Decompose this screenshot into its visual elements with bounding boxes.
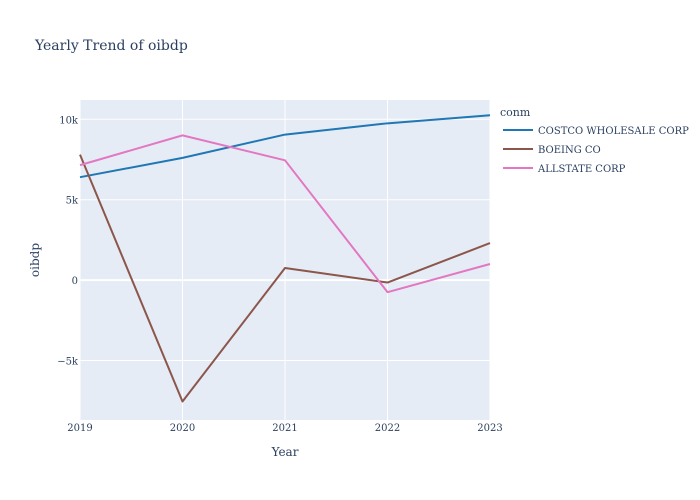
x-tick-label: 2020 [170,423,195,434]
x-tick-label: 2023 [477,423,502,434]
chart-title: Yearly Trend of oibdp [34,38,188,54]
y-tick-label: −5k [57,357,79,368]
legend-label: ALLSTATE CORP [537,164,626,175]
legend-label: COSTCO WHOLESALE CORP [538,126,689,137]
legend-label: BOEING CO [538,145,601,156]
series-line-boeing-co[interactable] [79,154,491,403]
y-gridlines [80,118,490,362]
legend-item[interactable]: BOEING CO [503,145,601,156]
x-tick-label: 2021 [272,423,297,434]
x-tick-label: 2022 [375,423,400,434]
x-tick-labels: 2019 2020 2021 2022 2023 [67,423,502,434]
legend-item[interactable]: ALLSTATE CORP [503,164,626,175]
y-tick-label: 10k [59,115,79,126]
y-axis-label: oibdp [28,243,42,277]
legend-item[interactable]: COSTCO WHOLESALE CORP [503,126,689,137]
y-tick-label: 0 [72,276,78,287]
x-gridlines [79,100,491,420]
legend[interactable]: COSTCO WHOLESALE CORP BOEING CO ALLSTATE C… [503,126,689,175]
series-line-costco-wholesale-corp[interactable] [79,114,491,179]
y-tick-label: 5k [66,196,79,207]
legend-title: conm [500,106,531,119]
x-axis-label: Year [271,445,299,459]
series-line-allstate-corp[interactable] [79,134,491,294]
x-tick-label: 2019 [67,423,92,434]
series-lines [79,114,491,403]
y-tick-labels: −5k 0 5k 10k [57,115,79,367]
